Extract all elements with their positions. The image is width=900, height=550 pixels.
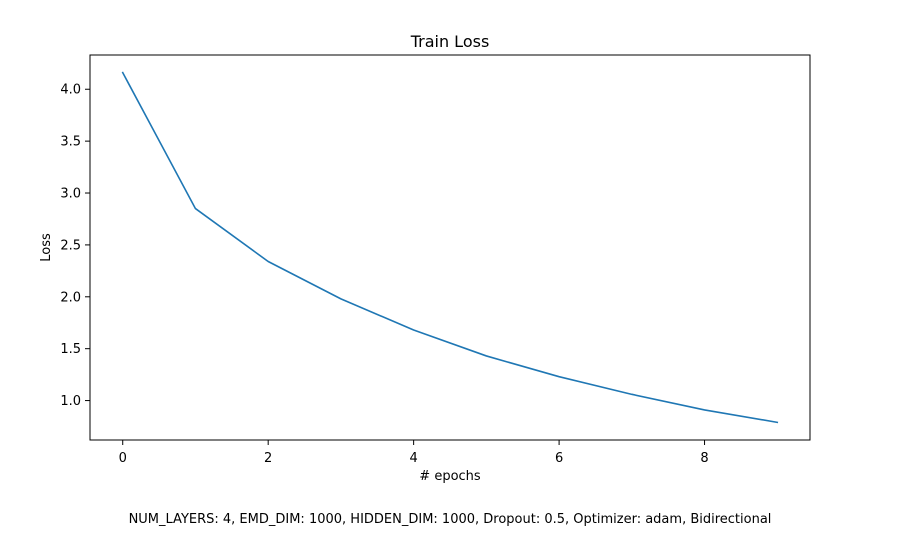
x-axis-ticks: 0 2 4 6 8 [119,440,709,466]
x-tick-label: 0 [119,451,127,466]
y-tick-label: 2.0 [60,290,81,305]
series-line [121,71,779,424]
y-tick-label: 3.0 [60,187,81,202]
plot-frame [89,54,811,441]
x-tick-label: 6 [555,451,563,466]
hyperparameter-caption: NUM_LAYERS: 4, EMD_DIM: 1000, HIDDEN_DIM… [129,512,772,527]
x-tick-label: 8 [700,451,708,466]
x-tick-label: 4 [409,451,417,466]
y-tick-label: 1.5 [60,342,81,357]
y-tick-label: 1.0 [60,394,81,409]
y-tick-label: 2.5 [60,238,81,253]
y-tick-label: 3.5 [60,135,81,150]
chart-title: Train Loss [410,32,490,51]
x-axis-label: # epochs [419,469,481,484]
x-tick-label: 2 [264,451,272,466]
y-axis-label: Loss [39,233,54,262]
y-tick-label: 4.0 [60,83,81,98]
y-axis-ticks: 1.0 1.5 2.0 2.5 3.0 3.5 4.0 [60,83,90,409]
